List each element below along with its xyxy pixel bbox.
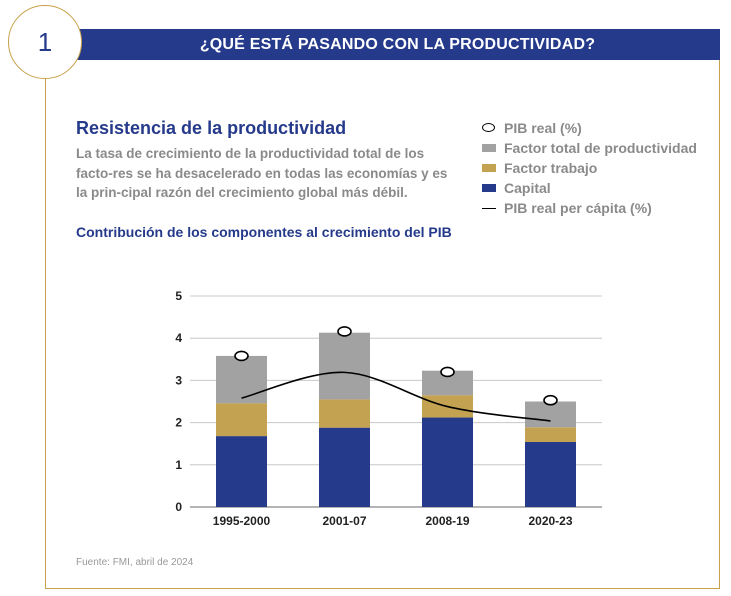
legend-label-ptf: Factor total de productividad: [504, 140, 697, 156]
legend-item-pib-real: PIB real (%): [480, 118, 697, 138]
legend-item-capital: Capital: [480, 178, 697, 198]
section-number: 1: [37, 27, 53, 57]
x-tick-label: 2020-23: [528, 514, 572, 528]
header-title: ¿QUÉ ESTÁ PASANDO CON LA PRODUCTIVIDAD?: [199, 36, 596, 53]
capital-swatch-icon: [482, 184, 496, 192]
legend-item-ptf: Factor total de productividad: [480, 138, 697, 158]
y-tick-label: 3: [175, 373, 182, 387]
y-tick-label: 0: [175, 500, 182, 514]
legend-item-trabajo: Factor trabajo: [480, 158, 697, 178]
headline: Resistencia de la productividad: [76, 118, 347, 138]
legend-label-per-capita: PIB real per cápita (%): [504, 200, 652, 216]
pib-real-marker: [234, 350, 249, 362]
chart-title: Contribución de los componentes al creci…: [76, 224, 452, 240]
y-tick-label: 4: [175, 331, 182, 345]
legend-label-trabajo: Factor trabajo: [504, 160, 598, 176]
y-tick-label: 5: [175, 289, 182, 303]
x-tick-label: 2001-07: [322, 514, 366, 528]
y-tick-label: 2: [175, 416, 182, 430]
ptf-swatch-icon: [482, 144, 496, 152]
bar-segment-capital: [422, 417, 473, 507]
section-number-badge: 1: [8, 5, 82, 79]
bar-segment-capital: [216, 436, 267, 507]
x-tick-label: 1995-2000: [213, 514, 271, 528]
bar-segment-ptf: [525, 401, 576, 428]
trabajo-swatch-icon: [482, 164, 496, 172]
bar-segment-trabajo: [525, 427, 576, 443]
bar-segment-trabajo: [319, 399, 370, 428]
legend-label-capital: Capital: [504, 180, 551, 196]
bar-segment-ptf: [319, 332, 370, 400]
source-note: Fuente: FMI, abril de 2024: [76, 557, 194, 568]
body-text: La tasa de crecimiento de la productivid…: [76, 146, 448, 200]
pib-real-marker: [543, 394, 558, 406]
pib-real-marker: [337, 326, 352, 337]
bar-segment-capital: [319, 427, 370, 507]
ellipse-marker-icon: [482, 123, 495, 132]
x-tick-label: 2008-19: [425, 514, 469, 528]
per-capita-line: [241, 371, 551, 422]
y-tick-label: 1: [175, 458, 182, 472]
chart-legend: PIB real (%) Factor total de productivid…: [480, 118, 697, 218]
pib-real-marker: [440, 366, 455, 378]
legend-label-pib-real: PIB real (%): [504, 120, 582, 136]
header-banner: ¿QUÉ ESTÁ PASANDO CON LA PRODUCTIVIDAD?: [75, 29, 720, 60]
content-frame: [45, 47, 720, 589]
bar-segment-ptf: [216, 355, 267, 404]
bar-segment-trabajo: [216, 403, 267, 437]
bar-segment-capital: [525, 442, 576, 507]
line-marker-icon: [482, 208, 496, 209]
legend-item-per-capita: PIB real per cápita (%): [480, 198, 697, 218]
